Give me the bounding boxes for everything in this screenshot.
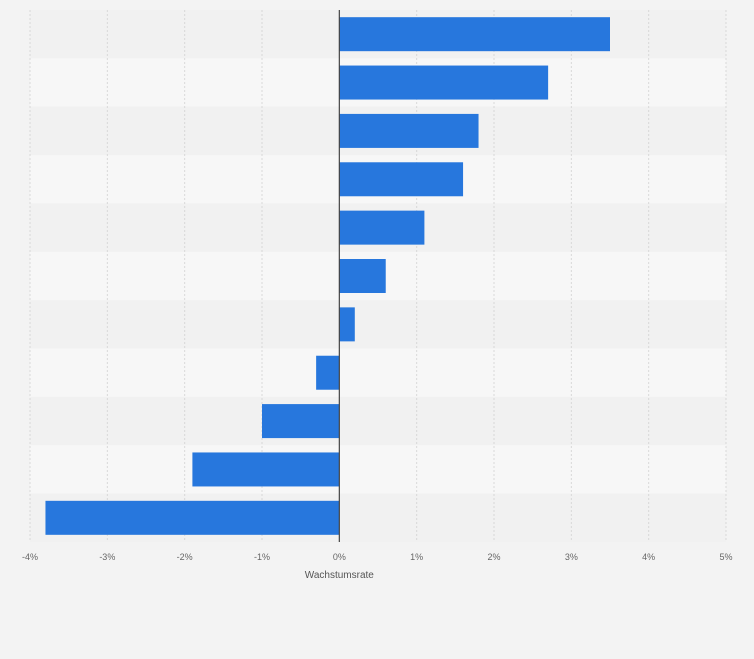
x-tick-label: 5% xyxy=(719,552,732,562)
bar xyxy=(339,259,386,293)
bar xyxy=(262,404,340,439)
row-band xyxy=(30,396,726,446)
bar xyxy=(192,452,340,487)
x-tick-label: 3% xyxy=(565,552,578,562)
bar xyxy=(339,307,355,342)
bar xyxy=(45,500,340,535)
x-tick-label: 2% xyxy=(487,552,500,562)
row-band xyxy=(30,445,726,494)
bar xyxy=(339,113,479,148)
x-tick-label: 4% xyxy=(642,552,655,562)
x-tick-label: 0% xyxy=(333,552,346,562)
bar xyxy=(339,162,464,197)
x-tick-label: -4% xyxy=(22,552,38,562)
x-tick-label: 1% xyxy=(410,552,423,562)
row-band xyxy=(30,300,726,349)
bar xyxy=(316,355,340,390)
x-tick-label: -1% xyxy=(254,552,270,562)
bar xyxy=(339,17,610,52)
x-tick-label: -2% xyxy=(177,552,193,562)
bar xyxy=(339,65,549,100)
x-axis-title: Wachstumsrate xyxy=(305,570,375,581)
x-tick-label: -3% xyxy=(99,552,115,562)
bar xyxy=(339,210,425,245)
row-band xyxy=(30,348,726,397)
